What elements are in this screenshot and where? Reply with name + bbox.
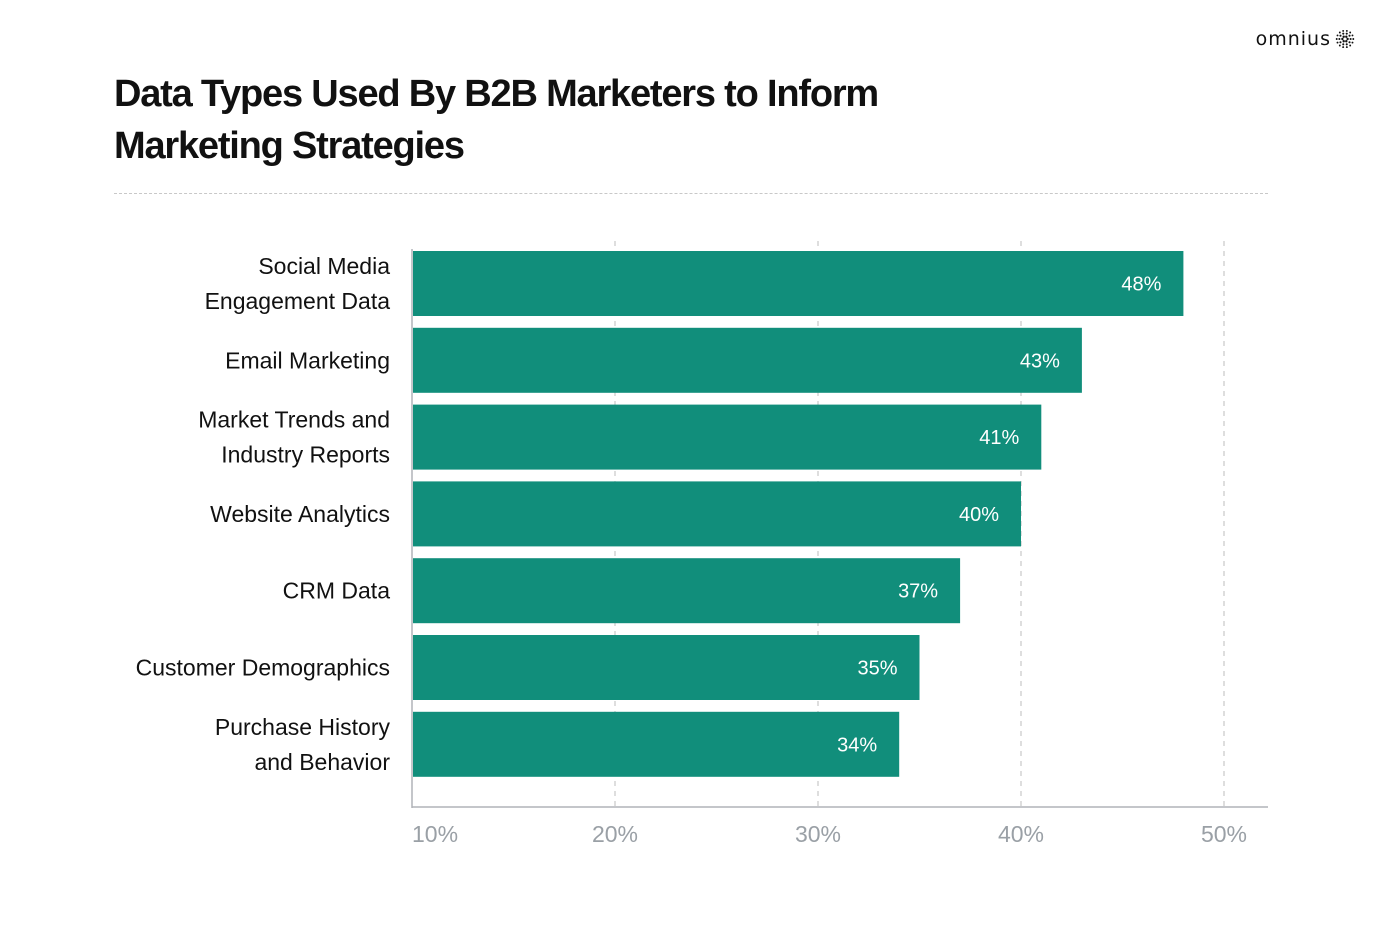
- bar-value-label: 43%: [1020, 350, 1060, 372]
- x-tick-label: 50%: [1201, 821, 1247, 847]
- category-label-line: Social Media: [258, 253, 390, 279]
- bar-value-label: 34%: [837, 734, 877, 756]
- logo-dot: [1349, 37, 1352, 41]
- logo-dot: [1342, 29, 1345, 32]
- chart-title: Data Types Used By B2B Marketers to Info…: [114, 73, 879, 167]
- category-label-line: Industry Reports: [221, 442, 390, 468]
- logo-dot: [1345, 29, 1348, 32]
- logo-dot: [1338, 37, 1341, 41]
- bar: [413, 558, 961, 624]
- logo-dot: [1336, 41, 1339, 44]
- logo-dot: [1336, 34, 1339, 37]
- brand-name: omnius: [1255, 28, 1331, 50]
- logo-dot: [1341, 37, 1344, 41]
- logo-dot: [1342, 43, 1345, 46]
- category-label-line: Email Marketing: [225, 347, 390, 373]
- category-label-line: Purchase History: [215, 714, 391, 740]
- logo-dot: [1351, 41, 1354, 44]
- category-label: Purchase History and Behavior: [215, 714, 391, 775]
- category-label: Customer Demographics: [136, 655, 390, 681]
- logo-dot: [1339, 41, 1342, 44]
- logo-dot: [1338, 31, 1341, 34]
- category-label-line: Customer Demographics: [136, 655, 390, 681]
- bar: [413, 481, 1021, 547]
- bar-value-label: 37%: [898, 581, 938, 603]
- category-label-line: CRM Data: [283, 578, 391, 604]
- bar: [413, 251, 1184, 316]
- logo-dot: [1345, 35, 1348, 38]
- category-label: Email Marketing: [225, 347, 390, 373]
- logo-dot: [1349, 31, 1352, 34]
- x-tick-label: 30%: [795, 821, 841, 847]
- logo-dot: [1345, 40, 1348, 43]
- bar: [413, 327, 1082, 393]
- logo-dot: [1352, 38, 1355, 40]
- logo-dot: [1342, 46, 1345, 49]
- sunburst-logo-icon: [1335, 29, 1355, 49]
- category-label-line: and Behavior: [254, 749, 390, 775]
- x-tick-label: 40%: [998, 821, 1044, 847]
- logo-dot: [1345, 43, 1348, 46]
- logo-dot: [1348, 34, 1351, 37]
- logo-dot: [1342, 40, 1345, 43]
- category-label: Website Analytics: [210, 501, 390, 527]
- logo-dot: [1346, 37, 1349, 41]
- logo-dot: [1339, 34, 1342, 37]
- category-label: Market Trends and Industry Reports: [198, 407, 390, 468]
- x-tick-label: 10%: [412, 821, 458, 847]
- category-label-line: Website Analytics: [210, 501, 390, 527]
- logo-dot: [1345, 46, 1348, 49]
- logo-dot: [1351, 34, 1354, 37]
- bar: [413, 635, 920, 700]
- brand-logo: omnius: [1256, 28, 1355, 50]
- category-label-line: Market Trends and: [198, 407, 390, 433]
- logo-dot: [1342, 32, 1345, 35]
- bar-value-label: 48%: [1121, 274, 1161, 296]
- title-divider: [114, 193, 1268, 194]
- logo-dot: [1349, 44, 1352, 47]
- logo-dot: [1342, 35, 1345, 38]
- logo-dot: [1348, 41, 1351, 44]
- logo-dot: [1338, 44, 1341, 47]
- labels: 48% Social Media Engagement Data 43% Email M…: [136, 253, 1247, 847]
- logo-dot: [1335, 38, 1338, 40]
- category-label: Social Media Engagement Data: [205, 253, 391, 314]
- category-label-line: Engagement Data: [205, 288, 391, 314]
- bar-value-label: 35%: [857, 658, 897, 680]
- category-label: CRM Data: [283, 578, 391, 604]
- axes: [411, 249, 1268, 808]
- bar: [413, 711, 900, 777]
- bar: [413, 404, 1042, 470]
- x-tick-label: 20%: [592, 821, 638, 847]
- logo-dot: [1345, 32, 1348, 35]
- bar-value-label: 40%: [959, 504, 999, 526]
- bars: [413, 251, 1184, 777]
- bar-value-label: 41%: [979, 427, 1019, 449]
